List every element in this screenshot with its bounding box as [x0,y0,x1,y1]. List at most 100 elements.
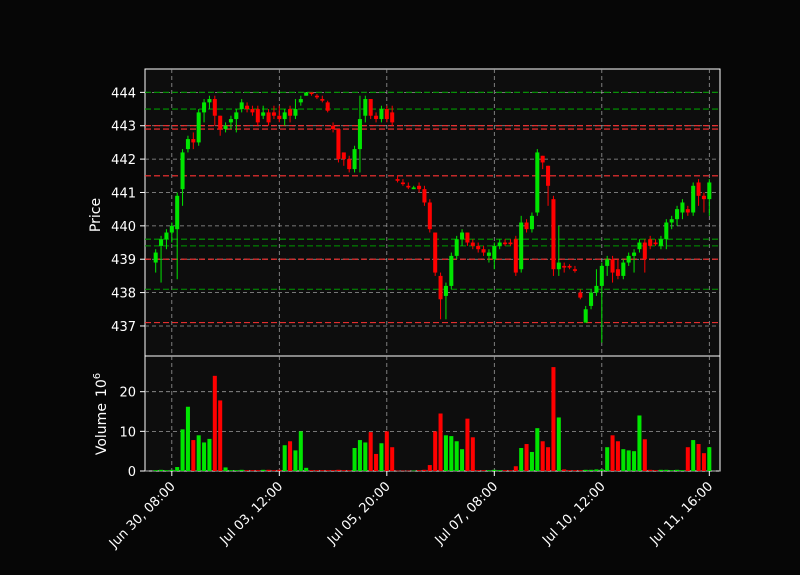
volume-bar [357,440,362,471]
candle-body [481,249,486,253]
candle-body [309,92,314,95]
candle-body [492,245,497,260]
volume-bar [185,406,190,471]
candle-body [352,149,357,170]
volume-bar [615,441,620,471]
candle [529,212,534,233]
volume-bar [707,447,712,471]
volume-bar [336,469,341,471]
volume-bar [406,470,411,472]
candle [562,262,567,273]
price-yticks: 437 438 439 440 441 442 443 444 [111,86,145,335]
candle [352,145,357,173]
candle-body [164,232,169,240]
candle-body [519,222,524,270]
candle-body [701,195,706,200]
candle-body [497,242,502,246]
volume-bar [696,444,701,471]
candle [460,229,465,246]
candle [691,182,696,216]
candle [658,235,663,250]
price-tick-label: 444 [111,86,136,101]
volume-bar [266,469,271,471]
volume-tick-label: 10 [119,425,136,440]
volume-bar [594,469,599,471]
price-tick-label: 442 [111,153,136,168]
candle [470,239,475,250]
volume-bar [632,451,637,471]
candle-body [465,232,470,243]
candle-body [664,222,669,240]
volume-bar [374,453,379,471]
volume-bar [481,470,486,471]
candle [320,95,325,103]
candle-body [637,242,642,250]
candle [406,182,411,190]
candle [540,155,545,170]
candle-body [675,209,680,220]
volume-bar [427,465,432,471]
volume-bar [223,467,228,471]
candle [696,179,701,206]
candle-body [196,112,201,143]
candle-body [513,239,518,273]
volume-bar [191,440,196,471]
candle-body [400,182,405,185]
candle-body [578,292,583,298]
candle [293,99,298,120]
candle-body [390,112,395,123]
volume-bar [669,470,674,471]
candle-body [239,102,244,110]
candle [707,179,712,216]
price-panel: 437 438 439 440 441 442 443 444 Price [88,68,721,357]
candle-body [669,219,674,223]
candle [400,179,405,186]
volume-bar [658,469,663,471]
volume-yticks: 0 10 20 [119,386,145,480]
volume-bar [277,469,282,471]
candle-body [433,232,438,273]
candle-body [153,252,158,263]
volume-bar [164,470,169,471]
volume-bar [255,470,260,471]
candle [519,215,524,273]
volume-bar [293,450,298,471]
candle-body [422,189,427,203]
candle [411,185,416,190]
volume-bar [556,417,561,471]
candle [298,95,303,106]
candle [465,232,470,246]
candle-body [406,185,411,188]
volume-bar [411,470,416,472]
candle [508,239,513,246]
candle [589,289,594,310]
candle [637,239,642,253]
volume-bar [465,418,470,471]
candle [615,259,620,280]
candle-body [685,209,690,213]
candle [185,135,190,153]
price-tick-label: 443 [111,120,136,135]
candle-body [293,109,298,116]
candle [481,245,486,256]
volume-bar [701,453,706,471]
candle-body [556,262,561,270]
volume-bar [540,441,545,471]
candle-body [648,239,653,246]
candle [524,219,529,233]
candle [454,235,459,260]
candle-body [658,239,663,246]
candle-body [567,265,572,268]
volume-bar [261,469,266,471]
candle-body [427,202,432,230]
candle [513,235,518,276]
candle [239,99,244,113]
price-panel-background [144,68,721,357]
candle-body [271,112,276,116]
candle [626,252,631,266]
volume-bar [529,451,534,471]
candle [261,105,266,120]
volume-bar [422,469,427,471]
volume-bar [234,470,239,471]
